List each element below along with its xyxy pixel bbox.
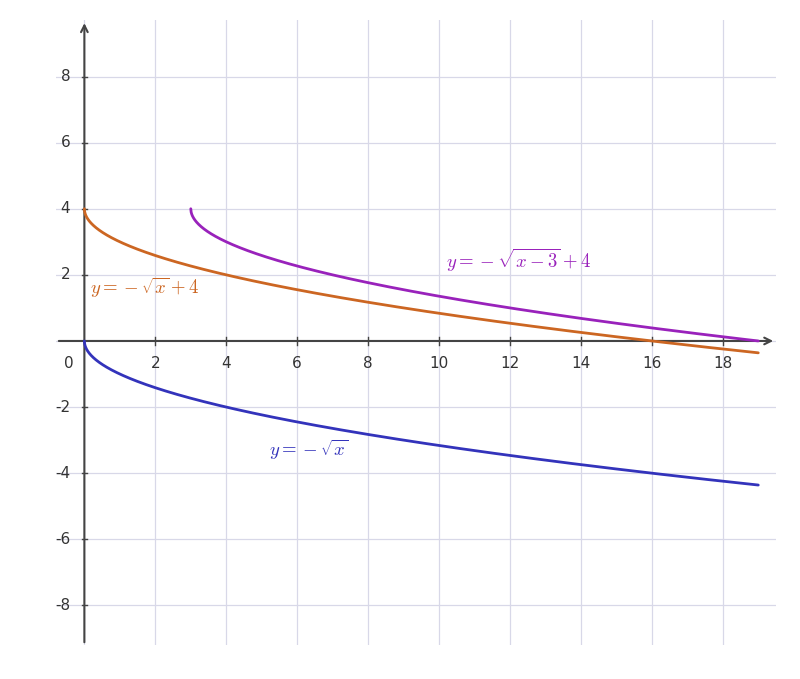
Text: 14: 14 <box>571 356 590 371</box>
Text: 12: 12 <box>500 356 520 371</box>
Text: 18: 18 <box>713 356 733 371</box>
Text: 4: 4 <box>222 356 231 371</box>
Text: $y = -\sqrt{x-3} + 4$: $y = -\sqrt{x-3} + 4$ <box>446 246 591 274</box>
Text: -6: -6 <box>55 532 70 547</box>
Text: -2: -2 <box>55 399 70 415</box>
Text: 2: 2 <box>150 356 160 371</box>
Text: 4: 4 <box>61 201 70 217</box>
Text: 8: 8 <box>363 356 373 371</box>
Text: -4: -4 <box>55 466 70 481</box>
Text: 6: 6 <box>292 356 302 371</box>
Text: -8: -8 <box>55 598 70 613</box>
Text: $y = -\sqrt{x} + 4$: $y = -\sqrt{x} + 4$ <box>90 276 199 300</box>
Text: 2: 2 <box>61 268 70 282</box>
Text: 0: 0 <box>64 356 74 371</box>
Text: 8: 8 <box>61 69 70 84</box>
Text: $y = -\sqrt{x}$: $y = -\sqrt{x}$ <box>269 438 349 462</box>
Text: 10: 10 <box>430 356 449 371</box>
Text: 16: 16 <box>642 356 662 371</box>
Text: 6: 6 <box>61 135 70 150</box>
